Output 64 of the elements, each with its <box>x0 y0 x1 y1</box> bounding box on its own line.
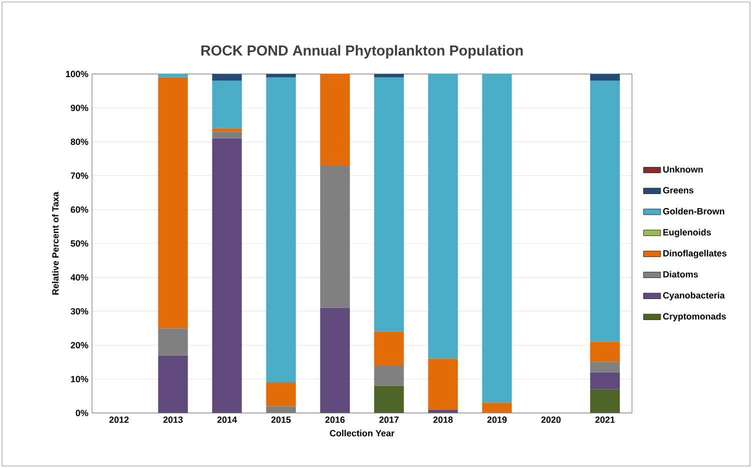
legend-label: Cyanobacteria <box>663 292 725 300</box>
y-tick-label: 0% <box>76 410 88 416</box>
y-tick-label: 50% <box>70 240 88 247</box>
bar <box>320 308 350 413</box>
bar <box>374 77 404 332</box>
y-tick-label: 60% <box>70 206 88 213</box>
bar <box>590 74 620 81</box>
bar <box>266 382 296 406</box>
x-tick-label: 2020 <box>541 416 561 423</box>
bar <box>158 328 188 356</box>
bar <box>212 80 242 128</box>
bar <box>374 74 404 78</box>
legend-label: Euglenoids <box>663 228 711 238</box>
legend-label: Unknown <box>663 166 703 173</box>
bar <box>374 386 404 413</box>
y-tick-label: 80% <box>70 138 88 145</box>
y-tick-label: 90% <box>70 104 88 112</box>
y-tick-label: 40% <box>70 274 88 281</box>
y-axis-title: Relative Percent of Taxa <box>52 192 59 295</box>
x-tick-label: 2019 <box>487 416 507 423</box>
x-tick-label: 2017 <box>379 416 399 423</box>
bar <box>320 166 350 308</box>
bar <box>212 128 242 132</box>
legend-label: Dinoflagellates <box>663 250 726 258</box>
bar <box>212 138 242 413</box>
y-tick-label: 100% <box>66 70 88 78</box>
legend-label: Diatoms <box>663 270 698 278</box>
x-tick-label: 2014 <box>217 416 237 423</box>
bar <box>212 132 242 138</box>
y-tick-label: 70% <box>70 172 88 179</box>
bar <box>374 366 404 386</box>
chart-title: ROCK POND Annual Phytoplankton Population <box>201 45 523 58</box>
x-tick-label: 2012 <box>109 416 129 423</box>
bar <box>482 74 512 403</box>
bar <box>158 77 188 328</box>
bar <box>428 410 458 413</box>
bar <box>158 355 188 413</box>
bar <box>320 74 350 166</box>
x-tick-label: 2013 <box>163 416 183 423</box>
x-tick-label: 2021 <box>595 416 615 423</box>
bar <box>590 80 620 342</box>
bar <box>158 74 188 78</box>
bar <box>212 74 242 81</box>
bar <box>266 406 296 413</box>
bar <box>482 402 512 413</box>
bar <box>590 342 620 362</box>
x-tick-label: 2018 <box>433 416 453 423</box>
bar <box>590 372 620 390</box>
x-axis-title: Collection Year <box>330 430 394 436</box>
bar <box>590 389 620 413</box>
bar <box>374 332 404 366</box>
y-tick-label: 10% <box>71 376 88 382</box>
bar <box>428 358 458 410</box>
y-tick-label: 30% <box>70 308 88 314</box>
bar <box>266 77 296 382</box>
x-tick-label: 2016 <box>325 416 345 423</box>
bar <box>590 362 620 372</box>
x-tick-label: 2015 <box>271 416 291 423</box>
legend-label: Cryptomonads <box>663 312 726 322</box>
y-tick-label: 20% <box>70 342 88 348</box>
legend-label: Greens <box>663 187 694 194</box>
bar <box>266 74 296 78</box>
legend-label: Golden-Brown <box>663 208 724 214</box>
bar <box>428 74 458 359</box>
